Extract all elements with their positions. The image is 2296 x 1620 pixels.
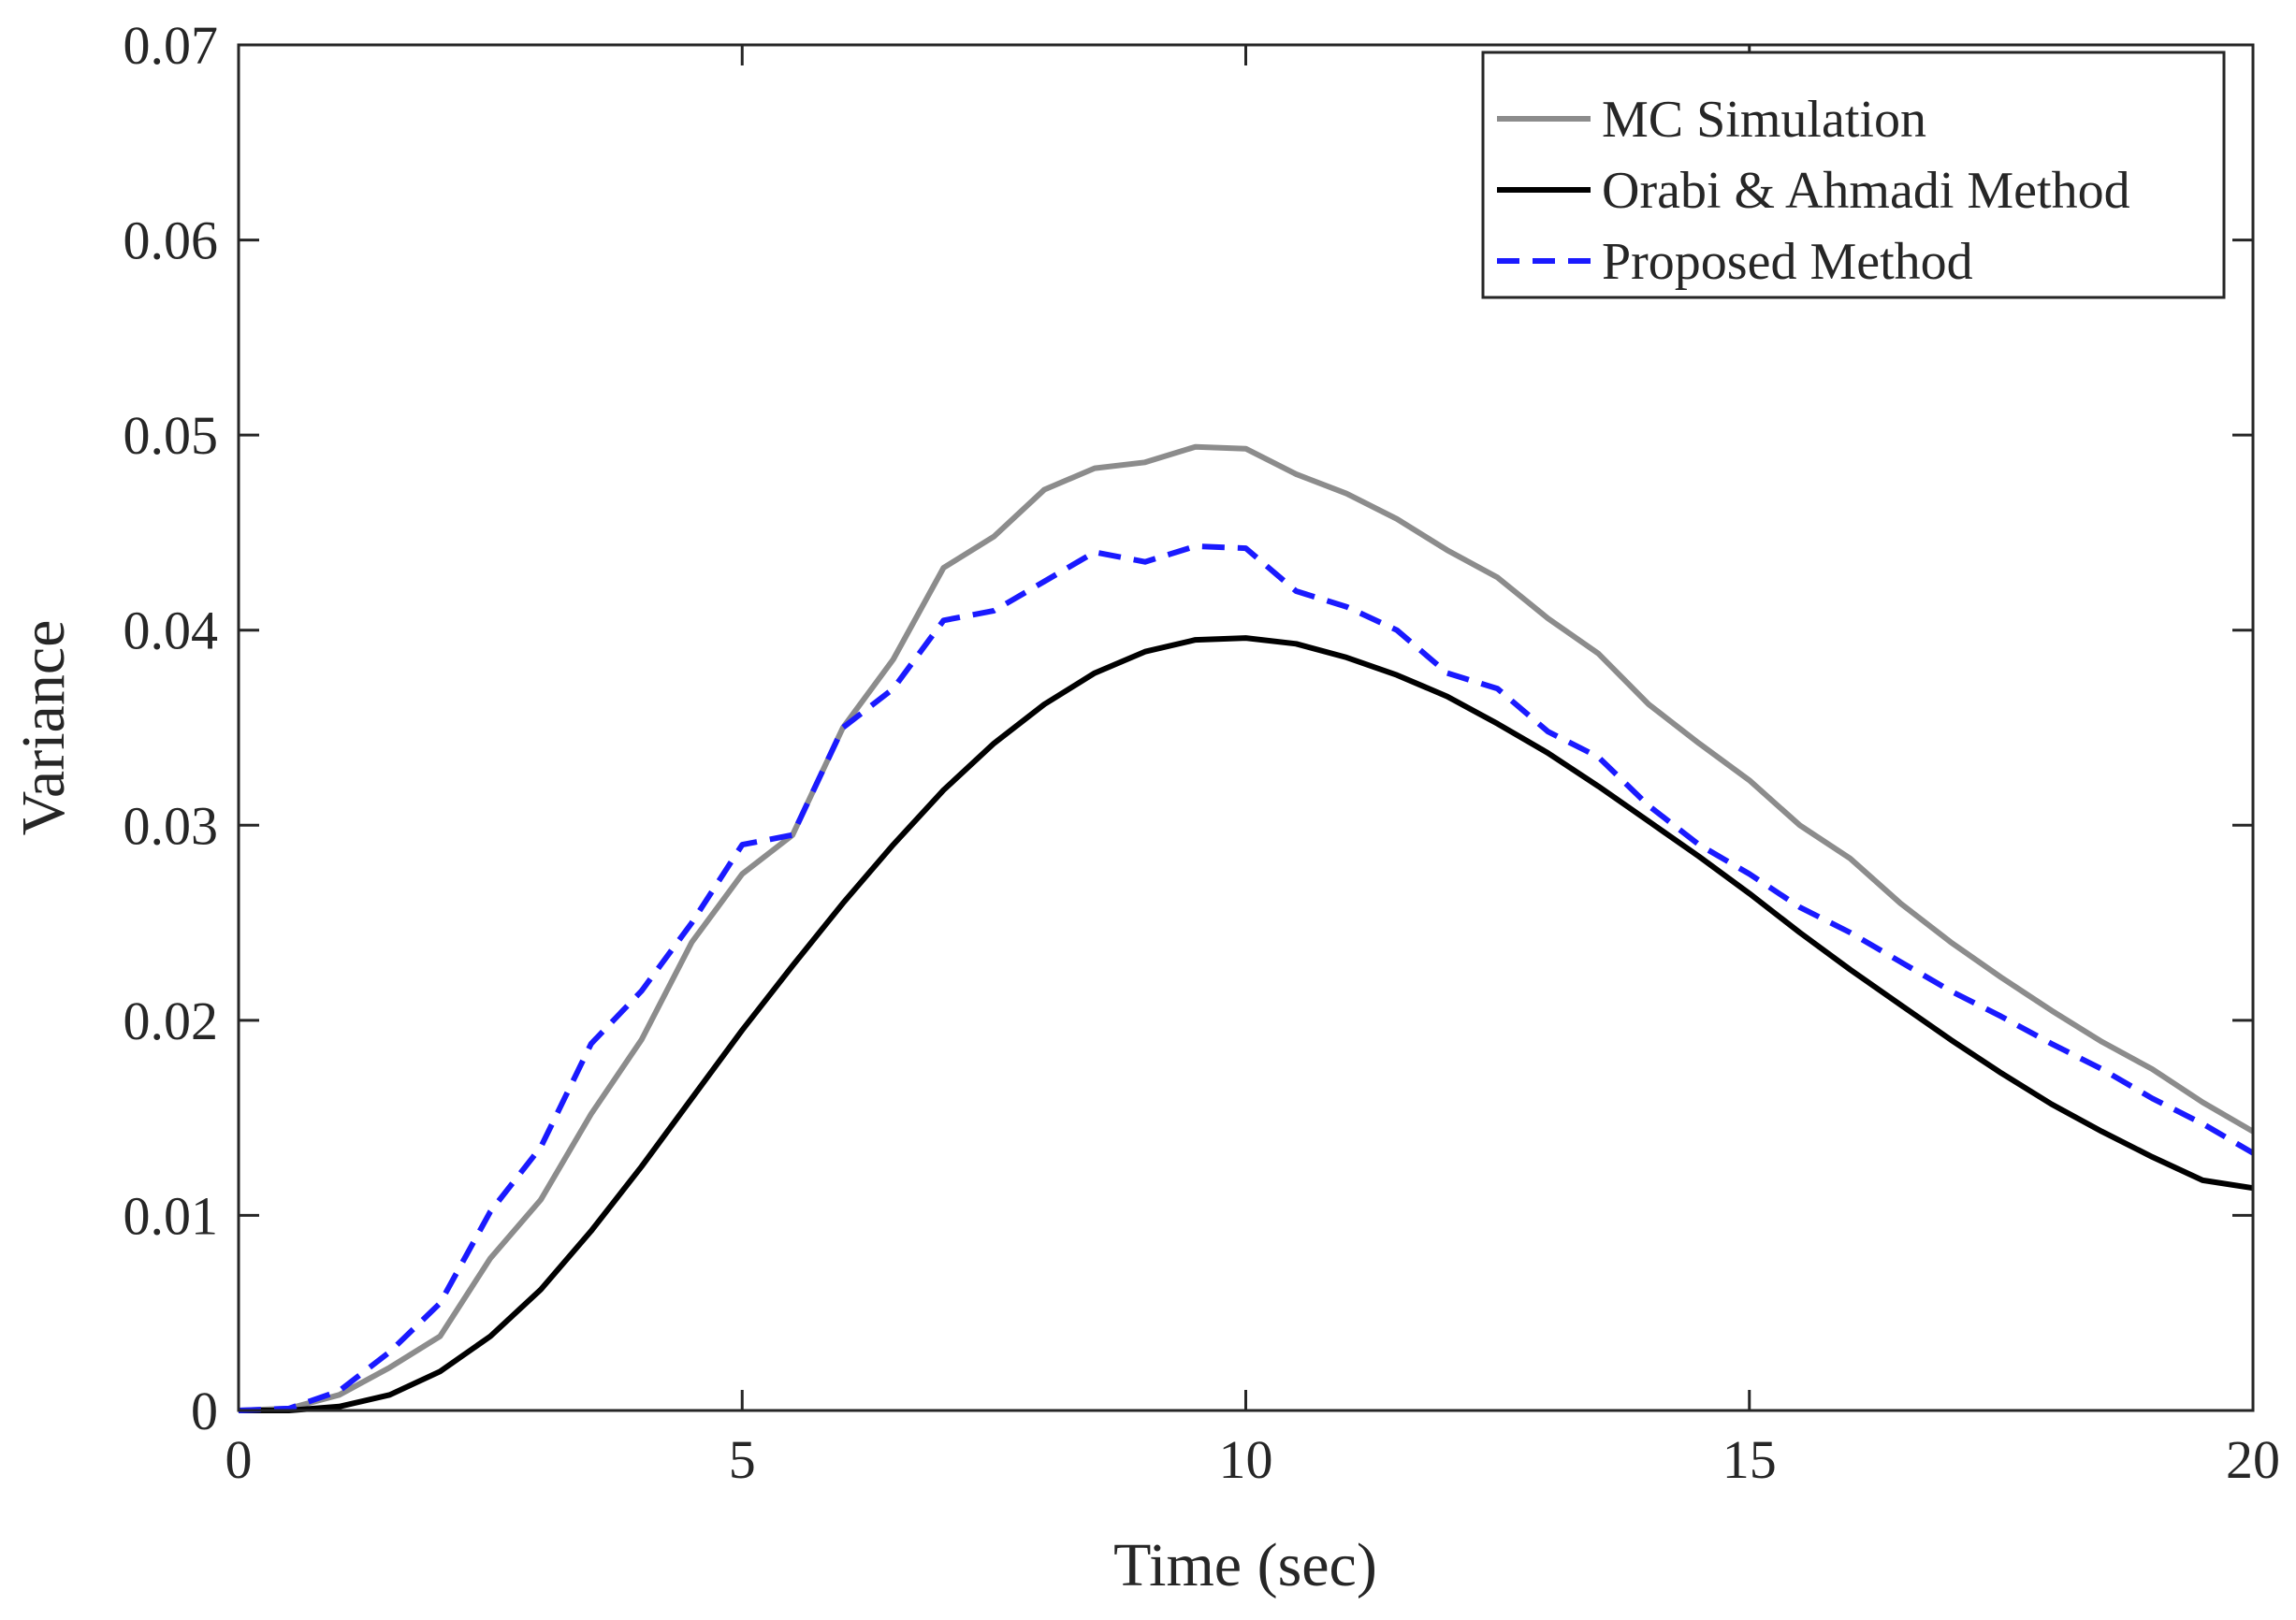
y-tick-label: 0.03 [124,795,219,856]
x-axis-title: Time (sec) [1113,1531,1377,1599]
series-layer [238,443,2255,1413]
y-tick-label: 0.05 [124,405,219,466]
y-tick-label: 0.06 [124,210,219,271]
legend-label-1: Orabi & Ahmadi Method [1602,162,2130,220]
legend-label-0: MC Simulation [1602,91,1926,149]
series-line-2 [238,543,2255,1413]
x-tick-label: 20 [2226,1429,2280,1490]
x-tick-label: 10 [1219,1429,1273,1490]
x-axis: 0 5 10 15 20 [225,45,2280,1490]
y-axis-title: Variance [9,620,78,836]
y-tick-label: 0 [191,1381,218,1441]
series-line-1 [239,635,2254,1413]
y-tick-label: 0.04 [124,600,219,661]
x-tick-label: 15 [1722,1429,1777,1490]
series-line-0 [238,443,2255,1413]
x-tick-label: 0 [225,1429,253,1490]
y-tick-label: 0.07 [124,15,219,76]
legend: MC Simulation Orabi & Ahmadi Method Propos… [1481,51,2226,299]
y-tick-label: 0.02 [124,991,219,1051]
legend-label-2: Proposed Method [1602,233,1973,291]
x-tick-label: 5 [729,1429,756,1490]
legend-box [1481,51,2226,299]
y-axis: 0 0.01 0.02 0.03 0.04 0.05 0.06 0.07 [124,15,2253,1441]
y-tick-label: 0.01 [124,1185,219,1246]
